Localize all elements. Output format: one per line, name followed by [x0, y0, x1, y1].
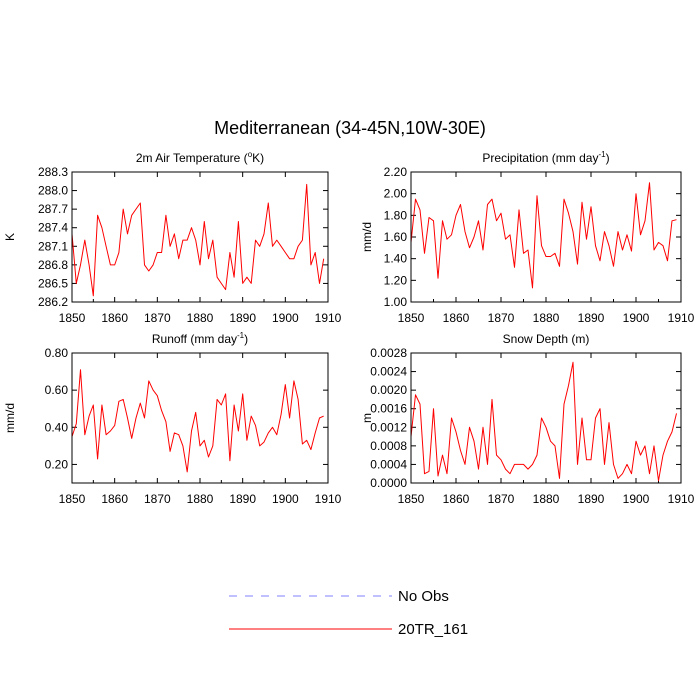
- x-tick-label: 1870: [144, 492, 171, 506]
- y-tick-label: 288.0: [38, 184, 68, 198]
- y-tick-label: 0.0000: [370, 476, 407, 490]
- series-line-20TR_161: [411, 183, 677, 288]
- chart-title: Mediterranean (34-45N,10W-30E): [214, 118, 486, 138]
- x-tick-label: 1870: [488, 492, 515, 506]
- y-tick-label: 0.20: [45, 457, 69, 471]
- x-tick-label: 1900: [623, 492, 650, 506]
- y-tick-label: 2.00: [384, 187, 408, 201]
- panel-title-suffix: K): [252, 151, 264, 165]
- x-tick-label: 1910: [668, 492, 695, 506]
- y-tick-label: 0.40: [45, 420, 69, 434]
- y-tick-label: 1.60: [384, 230, 408, 244]
- x-tick-label: 1910: [315, 311, 342, 325]
- y-tick-label: 0.0008: [370, 439, 407, 453]
- series-line-20TR_161: [72, 184, 324, 295]
- x-tick-label: 1890: [229, 311, 256, 325]
- y-tick-label: 0.0016: [370, 402, 407, 416]
- series-line-20TR_161: [411, 362, 677, 480]
- series-line-20TR_161: [72, 370, 324, 472]
- x-tick-label: 1860: [101, 311, 128, 325]
- panel-title: Runoff (mm day-1): [152, 331, 248, 346]
- legend: No Obs 20TR_161: [229, 588, 468, 638]
- panel-0: 2m Air Temperature (oK) K 286.2 286.5 286.8 2…: [3, 150, 342, 325]
- x-tick-label: 1850: [398, 311, 425, 325]
- y-tick-label: 287.7: [38, 202, 68, 216]
- x-tick-label: 1900: [272, 311, 299, 325]
- x-tick-label: 1850: [59, 492, 86, 506]
- panel-title-text: 2m Air Temperature (: [136, 151, 248, 165]
- panel-title-text: Snow Depth (m): [503, 332, 590, 346]
- y-tick-label: 1.00: [384, 295, 408, 309]
- panel-title-suffix: ): [244, 332, 248, 346]
- panels: 2m Air Temperature (oK) K 286.2 286.5 286.8 2…: [3, 150, 695, 506]
- x-tick-label: 1860: [443, 492, 470, 506]
- panel-1: Precipitation (mm day-1) mm/d 1.00 1.20 1.40…: [360, 150, 695, 325]
- x-tick-label: 1880: [187, 492, 214, 506]
- y-tick-label: 286.8: [38, 258, 68, 272]
- panel-3: Snow Depth (m)m0.00000.00040.00080.00120…: [360, 332, 695, 506]
- y-tick-label: 0.0004: [370, 457, 407, 471]
- panel-title: Snow Depth (m): [503, 332, 590, 346]
- panel-title-suffix: ): [606, 151, 610, 165]
- panel-title-text: Runoff (mm day: [152, 332, 237, 346]
- x-tick-label: 1880: [533, 311, 560, 325]
- y-tick-label: 0.80: [45, 346, 69, 360]
- y-tick-label: 1.20: [384, 273, 408, 287]
- x-tick-label: 1860: [101, 492, 128, 506]
- y-tick-label: 1.40: [384, 252, 408, 266]
- x-tick-label: 1870: [144, 311, 171, 325]
- y-tick-label: 0.60: [45, 383, 69, 397]
- y-tick-label: 2.20: [384, 165, 408, 179]
- panel-title: Precipitation (mm day-1): [482, 150, 609, 165]
- y-tick-label: 287.1: [38, 239, 68, 253]
- y-tick-label: 286.2: [38, 295, 68, 309]
- legend-label: 20TR_161: [398, 621, 468, 638]
- x-tick-label: 1880: [187, 311, 214, 325]
- y-tick-label: 0.0024: [370, 365, 407, 379]
- legend-label: No Obs: [398, 588, 449, 605]
- panel-frame: [72, 172, 328, 302]
- x-tick-label: 1910: [668, 311, 695, 325]
- panel-frame: [411, 172, 681, 302]
- x-tick-label: 1910: [315, 492, 342, 506]
- x-tick-label: 1850: [398, 492, 425, 506]
- y-axis-label: mm/d: [360, 222, 374, 252]
- y-tick-label: 288.3: [38, 165, 68, 179]
- y-tick-label: 0.0020: [370, 383, 407, 397]
- x-tick-label: 1880: [533, 492, 560, 506]
- y-tick-label: 286.5: [38, 276, 68, 290]
- panel-title-text: Precipitation (mm day: [482, 151, 598, 165]
- x-tick-label: 1890: [578, 492, 605, 506]
- y-tick-label: 0.0028: [370, 346, 407, 360]
- x-tick-label: 1900: [272, 492, 299, 506]
- x-tick-label: 1890: [229, 492, 256, 506]
- y-tick-label: 1.80: [384, 208, 408, 222]
- x-tick-label: 1900: [623, 311, 650, 325]
- x-tick-label: 1860: [443, 311, 470, 325]
- x-tick-label: 1870: [488, 311, 515, 325]
- panel-title: 2m Air Temperature (oK): [136, 150, 264, 165]
- x-tick-label: 1890: [578, 311, 605, 325]
- x-tick-label: 1850: [59, 311, 86, 325]
- y-tick-label: 287.4: [38, 221, 68, 235]
- y-axis-label: mm/d: [3, 403, 17, 433]
- y-tick-label: 0.0012: [370, 420, 407, 434]
- y-axis-label: K: [3, 233, 17, 241]
- panel-2: Runoff (mm day-1) mm/d 0.20 0.40 0.60 0.80 185…: [3, 331, 342, 506]
